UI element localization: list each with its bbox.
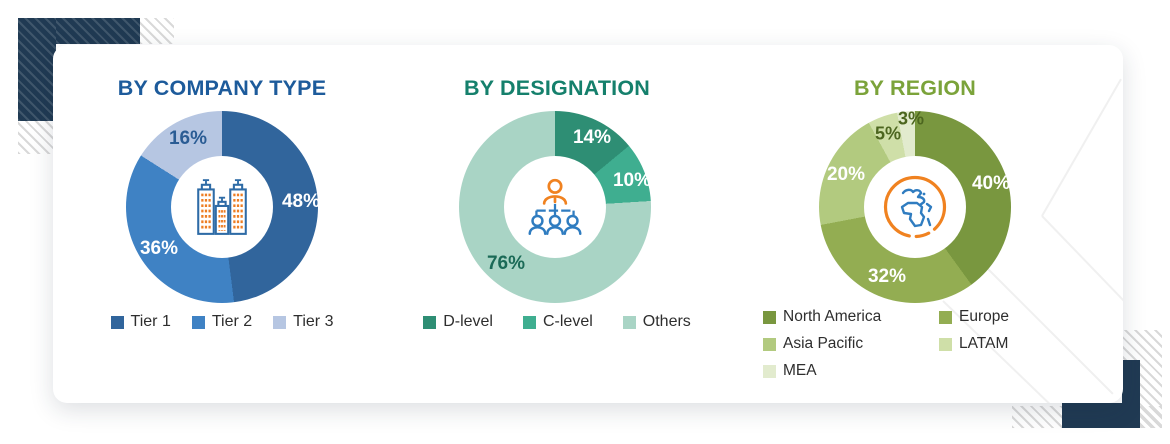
slice-label: 16% [168,128,208,149]
slice-label: 76% [486,253,526,274]
slice-label: 48% [281,191,321,212]
legend-swatch [622,315,636,329]
donut-hole [171,156,273,258]
legend-swatch [273,315,287,329]
legend-label: Asia Pacific [783,335,864,352]
legend-designation: D-level C-level Others [392,313,722,331]
slice-label: 20% [826,164,866,185]
legend-swatch [423,315,437,329]
globe-icon [883,175,947,239]
chart-title-region: BY REGION [853,76,977,100]
chart-title-designation: BY DESIGNATION [464,76,650,100]
legend-swatch [522,315,536,329]
legend-label: Tier 3 [293,313,334,330]
donut-hole [504,156,606,258]
top-left-hatch-pattern [140,18,174,44]
legend-label: D-level [443,313,493,330]
donut-hole [864,156,966,258]
legend-label: LATAM [959,335,1009,352]
legend-swatch [939,337,952,351]
legend-item: LATAM [939,335,1009,353]
slice-label: 5% [874,123,902,144]
legend-label: North America [783,308,882,325]
donut-chart-designation [459,111,651,303]
legend-company-type: Tier 1 Tier 2 Tier 3 [57,313,387,331]
legend-item: Tier 1 [110,313,171,331]
legend-label: C-level [542,313,593,330]
slice-label: 36% [139,238,179,259]
slice-label: 14% [572,127,612,148]
legend-item: North America [763,308,939,326]
legend-region: North America Europe Asia Pacific LATAM … [763,308,1009,380]
legend-swatch [939,310,952,324]
legend-swatch [191,315,205,329]
legend-label: Europe [959,308,1009,325]
legend-label: Tier 2 [211,313,253,330]
legend-label: Others [642,313,691,330]
legend-item: Tier 3 [273,313,333,331]
legend-swatch [763,310,776,324]
legend-swatch [763,337,776,351]
org-chart-icon [528,178,582,236]
legend-item: MEA [763,362,939,380]
slice-label: 40% [971,173,1011,194]
buildings-icon [197,179,247,235]
slice-label: 10% [612,170,652,191]
slice-label: 32% [867,266,907,287]
legend-label: MEA [783,362,817,379]
legend-item: Asia Pacific [763,335,939,353]
donut-chart-region [819,111,1011,303]
legend-label: Tier 1 [130,313,171,330]
legend-item: C-level [522,313,593,331]
slice-label: 3% [897,108,925,129]
legend-item: D-level [423,313,493,331]
legend-swatch [110,315,124,329]
top-left-corner-accent [18,18,56,121]
donut-chart-company-type [126,111,318,303]
legend-item: Tier 2 [191,313,253,331]
top-left-hatch-pattern [18,120,56,154]
bottom-right-corner-accent [1062,403,1140,428]
legend-swatch [763,364,776,378]
legend-item: Europe [939,308,1009,326]
legend-item: Others [622,313,691,331]
chart-title-company-type: BY COMPANY TYPE [117,76,327,100]
